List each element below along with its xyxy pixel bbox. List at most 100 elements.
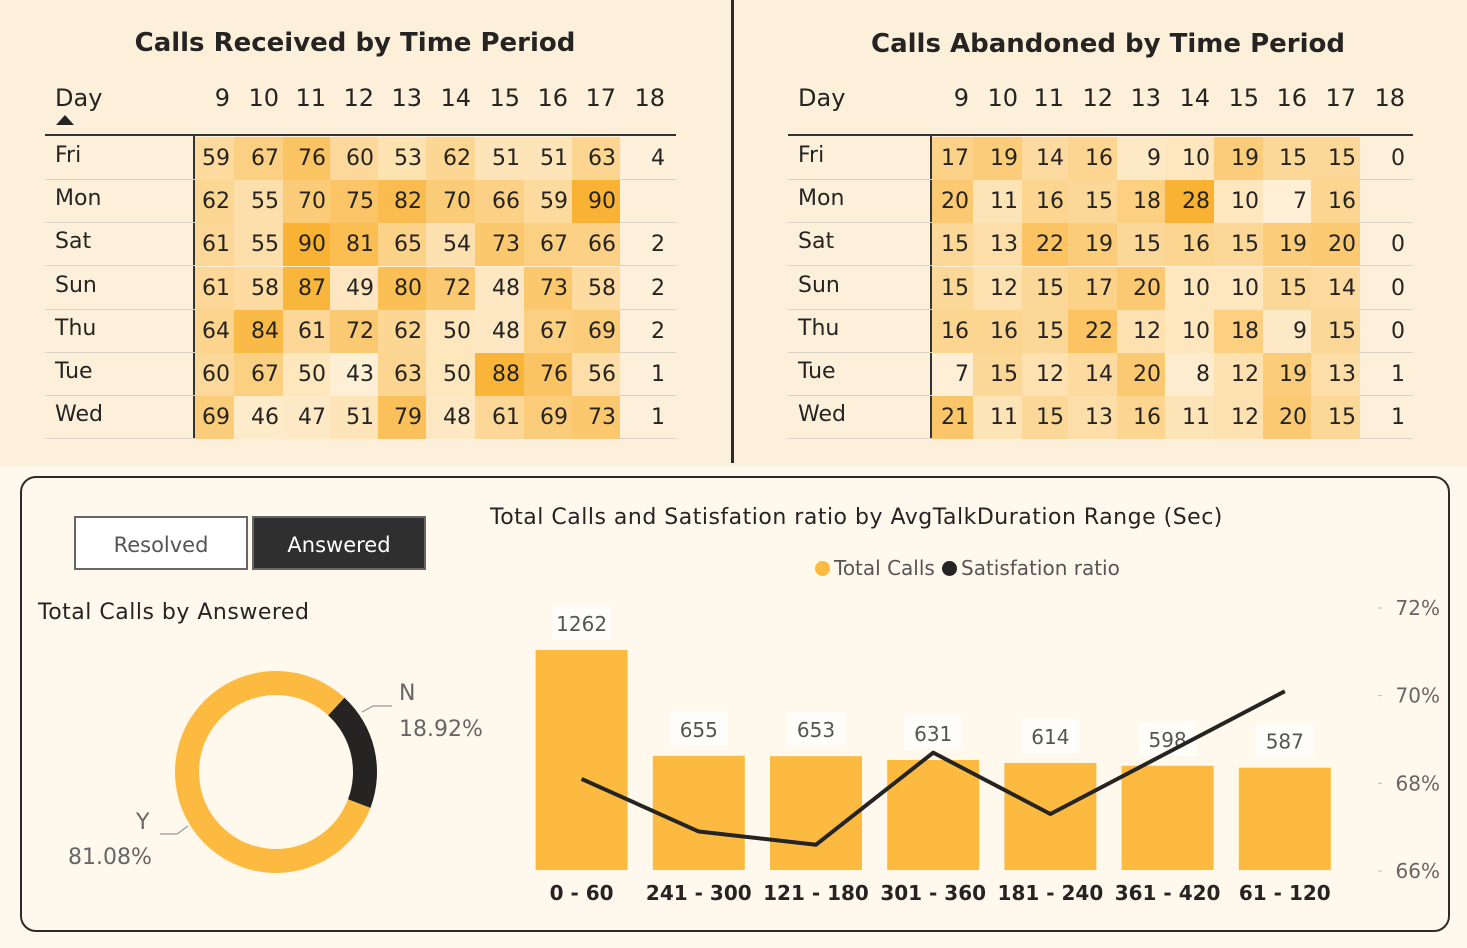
legend-satisfaction-ratio[interactable]: Satisfation ratio <box>942 556 1120 580</box>
received-cell: 73 <box>524 266 572 310</box>
received-cell: 61 <box>475 396 524 440</box>
resolved-button[interactable]: Resolved <box>74 516 248 570</box>
received-matrix: Day 9 10 11 12 13 14 15 16 17 18 Fri 59 67 76 60 53 62 51 5… <box>0 0 730 466</box>
received-cell: 65 <box>378 223 426 267</box>
abandoned-cell: 18 <box>1214 309 1263 353</box>
received-cell: 50 <box>426 353 475 396</box>
received-cell: 67 <box>234 137 283 180</box>
received-cell: 67 <box>524 309 572 353</box>
abandoned-row-label: Fri <box>798 143 825 168</box>
received-hour-header: 17 <box>585 84 616 112</box>
abandoned-cell: 12 <box>1214 396 1263 440</box>
abandoned-hour-header: 15 <box>1228 84 1259 112</box>
received-cell: 72 <box>330 309 378 353</box>
received-cell: 51 <box>475 137 524 180</box>
abandoned-cell: 22 <box>1022 223 1068 267</box>
abandoned-cell: 15 <box>1263 266 1311 310</box>
abandoned-hour-header: 12 <box>1082 84 1113 112</box>
abandoned-cell: 20 <box>1311 223 1360 267</box>
legend-label-total-calls: Total Calls <box>834 556 935 580</box>
abandoned-cell: 11 <box>973 396 1022 440</box>
received-cell: 59 <box>195 137 234 180</box>
received-hour-header: 16 <box>537 84 568 112</box>
legend-dot-total-calls <box>815 560 830 576</box>
abandoned-cell: 10 <box>1165 309 1214 353</box>
abandoned-hour-header: 13 <box>1130 84 1161 112</box>
received-cell: 62 <box>426 137 475 180</box>
received-hour-header: 11 <box>295 84 326 112</box>
received-cell: 43 <box>330 353 378 396</box>
received-hour-header: 9 <box>214 84 230 112</box>
received-cell: 2 <box>651 232 665 258</box>
received-cell: 73 <box>572 396 620 440</box>
received-cell: 90 <box>283 223 330 267</box>
abandoned-cell: 8 <box>1165 353 1214 396</box>
received-cell: 70 <box>426 180 475 224</box>
received-cell: 58 <box>572 266 620 310</box>
received-hour-header: 10 <box>248 84 279 112</box>
received-row-label: Fri <box>55 143 82 168</box>
abandoned-cell: 15 <box>932 223 973 267</box>
abandoned-row-label: Tue <box>798 359 836 384</box>
abandoned-cell: 16 <box>1022 180 1068 224</box>
abandoned-cell: 13 <box>1311 353 1360 396</box>
combo-chart-title: Total Calls and Satisfation ratio by Avg… <box>490 505 1223 530</box>
received-row-label: Sun <box>55 272 97 298</box>
abandoned-cell: 15 <box>1311 137 1360 180</box>
received-cell: 53 <box>378 137 426 180</box>
abandoned-day-header: Day <box>798 84 846 112</box>
received-cell: 67 <box>234 353 283 396</box>
abandoned-cell: 15 <box>1214 223 1263 267</box>
received-row-label: Tue <box>55 359 93 384</box>
abandoned-cell: 7 <box>1263 180 1311 224</box>
abandoned-cell: 19 <box>1263 223 1311 267</box>
abandoned-cell: 16 <box>973 309 1022 353</box>
abandoned-row-label: Mon <box>798 186 845 212</box>
received-row-divider <box>193 136 195 439</box>
received-cell: 60 <box>330 137 378 180</box>
abandoned-cell: 19 <box>1263 353 1311 396</box>
received-cell: 84 <box>234 309 283 353</box>
abandoned-cell: 11 <box>973 180 1022 224</box>
abandoned-cell: 15 <box>932 266 973 310</box>
abandoned-hour-header: 10 <box>987 84 1018 112</box>
abandoned-cell: 16 <box>1117 396 1165 440</box>
received-hour-header: 13 <box>391 84 422 112</box>
received-hour-header: 15 <box>489 84 520 112</box>
received-cell: 76 <box>524 353 572 396</box>
received-cell: 88 <box>475 353 524 396</box>
abandoned-cell: 0 <box>1391 146 1405 171</box>
abandoned-cell: 16 <box>1068 137 1117 180</box>
received-header-line <box>45 134 676 136</box>
received-hour-header: 18 <box>634 84 665 112</box>
abandoned-row-label: Sun <box>798 272 840 298</box>
received-cell: 46 <box>234 396 283 440</box>
abandoned-title: Calls Abandoned by Time Period <box>871 29 1345 59</box>
received-cell: 58 <box>234 266 283 310</box>
abandoned-cell: 14 <box>1068 353 1117 396</box>
received-cell: 2 <box>651 275 665 301</box>
received-row-label: Wed <box>55 402 103 428</box>
abandoned-cell: 0 <box>1391 232 1405 258</box>
abandoned-row-label: Thu <box>798 315 840 341</box>
answered-button[interactable]: Answered <box>252 516 426 570</box>
received-cell: 55 <box>234 223 283 267</box>
abandoned-cell: 7 <box>932 353 973 396</box>
legend-total-calls[interactable]: Total Calls <box>815 556 935 580</box>
received-cell: 50 <box>426 309 475 353</box>
received-cell: 81 <box>330 223 378 267</box>
abandoned-cell: 12 <box>973 266 1022 310</box>
abandoned-cell: 10 <box>1214 180 1263 224</box>
abandoned-cell: 17 <box>932 137 973 180</box>
abandoned-cell: 1 <box>1391 405 1405 431</box>
abandoned-hour-header: 18 <box>1374 84 1405 112</box>
legend-label-satisfaction: Satisfation ratio <box>961 556 1120 580</box>
received-cell: 1 <box>651 405 665 431</box>
received-cell: 55 <box>234 180 283 224</box>
received-cell: 1 <box>651 362 665 387</box>
abandoned-matrix: Day 9 10 11 12 13 14 15 16 17 18 Fri 17 19 14 16 9 10 19 15… <box>0 0 1467 466</box>
abandoned-cell: 14 <box>1311 266 1360 310</box>
received-cell: 2 <box>651 318 665 344</box>
received-cell: 67 <box>524 223 572 267</box>
abandoned-cell: 15 <box>1263 137 1311 180</box>
